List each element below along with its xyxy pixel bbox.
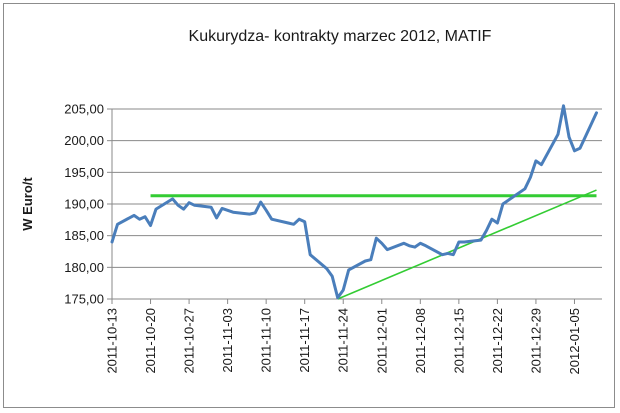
x-tick-label: 2011-12-29 bbox=[528, 308, 543, 374]
axes bbox=[107, 108, 602, 304]
x-tick-label: 2011-11-03 bbox=[220, 308, 235, 373]
y-tick-label: 200,00 bbox=[64, 133, 104, 148]
trendlines bbox=[150, 189, 597, 300]
series bbox=[110, 104, 598, 300]
x-tick-label: 2011-12-15 bbox=[451, 308, 466, 374]
y-tick-label: 185,00 bbox=[64, 228, 104, 243]
x-tick-label: 2011-12-08 bbox=[413, 308, 428, 374]
y-tick-label: 175,00 bbox=[64, 292, 104, 307]
trendline-support bbox=[337, 189, 597, 300]
x-tick-label: 2011-11-17 bbox=[297, 308, 312, 373]
chart-title: Kukurydza- kontrakty marzec 2012, MATIF bbox=[189, 28, 492, 45]
x-tick-label: 2012-01-05 bbox=[567, 308, 582, 375]
price-series-line bbox=[110, 104, 598, 300]
y-tick-label: 190,00 bbox=[64, 197, 104, 212]
x-tick-labels: 2011-10-13 2011-10-20 2011-10-27 2011-11-03… bbox=[105, 308, 582, 375]
chart-frame: Kukurydza- kontrakty marzec 2012, MATIF … bbox=[3, 3, 615, 408]
y-tick-label: 205,00 bbox=[64, 102, 104, 117]
x-tick-label: 2011-12-01 bbox=[374, 308, 389, 374]
y-tick-label: 195,00 bbox=[64, 165, 104, 180]
line-chart: Kukurydza- kontrakty marzec 2012, MATIF … bbox=[20, 28, 602, 375]
x-tick-label: 2011-11-24 bbox=[336, 308, 351, 373]
x-tick-label: 2011-10-27 bbox=[182, 308, 197, 374]
x-tick-label: 2011-10-20 bbox=[143, 308, 158, 374]
y-axis-label: W Euro/t bbox=[20, 177, 35, 231]
x-tick-label: 2011-11-10 bbox=[259, 308, 274, 373]
x-tick-label: 2011-12-22 bbox=[490, 308, 505, 374]
y-tick-label: 180,00 bbox=[64, 260, 104, 275]
x-tick-label: 2011-10-13 bbox=[105, 308, 120, 374]
gridlines bbox=[112, 108, 602, 268]
y-tick-labels: 175,00 180,00 185,00 190,00 195,00 200,00 205,… bbox=[64, 102, 104, 307]
